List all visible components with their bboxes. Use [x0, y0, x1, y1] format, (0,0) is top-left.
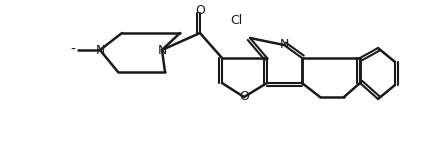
Text: Cl: Cl [230, 14, 242, 27]
Text: O: O [239, 90, 249, 104]
Text: N: N [157, 44, 167, 57]
Text: -: - [71, 43, 75, 57]
Text: N: N [95, 44, 104, 57]
Text: O: O [195, 4, 205, 18]
Text: N: N [280, 39, 289, 51]
